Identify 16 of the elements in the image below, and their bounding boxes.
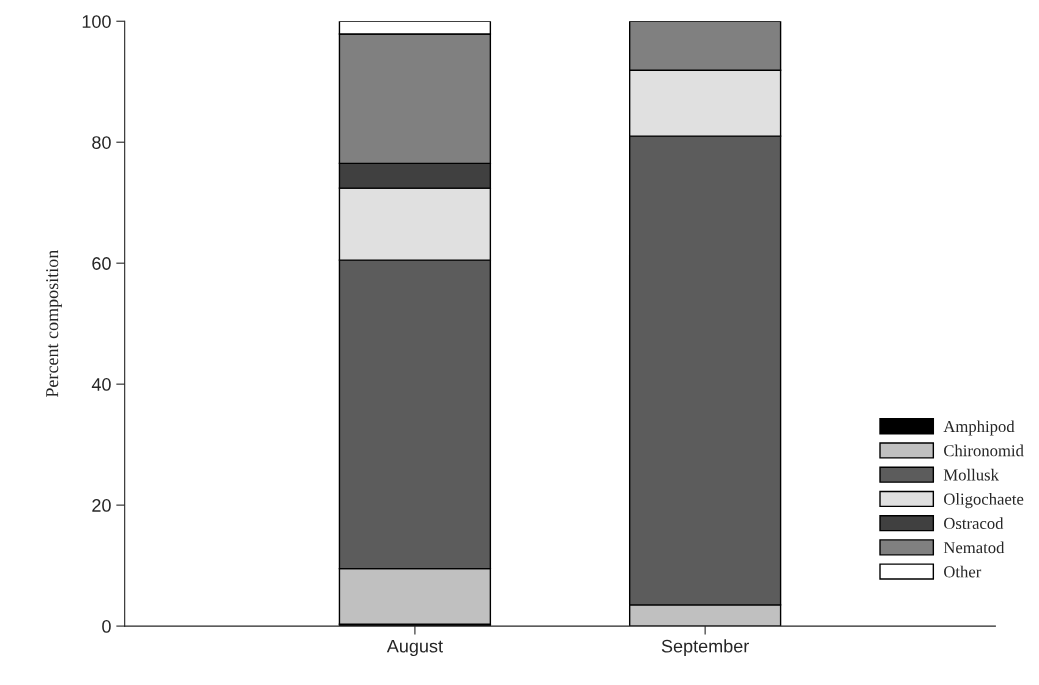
y-tick-label: 20 (92, 499, 111, 512)
legend-label: Other (944, 565, 982, 578)
y-axis-title: Percent composition (46, 249, 62, 398)
x-tick-label: September (661, 639, 749, 657)
legend-label: Ostracod (944, 517, 1004, 530)
legend-label: Oligochaete (944, 493, 1024, 509)
y-tick-label: 0 (102, 620, 111, 633)
legend-label: Mollusk (943, 468, 999, 481)
legend-label: Amphipod (943, 420, 1015, 436)
legend-label: Nematod (943, 541, 1005, 554)
x-tick-label: August (386, 639, 443, 657)
y-tick-label: 80 (92, 136, 111, 149)
y-tick-label: 60 (92, 257, 111, 270)
y-tick-label: 40 (91, 378, 111, 391)
legend-label: Chironomid (944, 444, 1024, 457)
y-tick-label: 100 (82, 15, 111, 28)
